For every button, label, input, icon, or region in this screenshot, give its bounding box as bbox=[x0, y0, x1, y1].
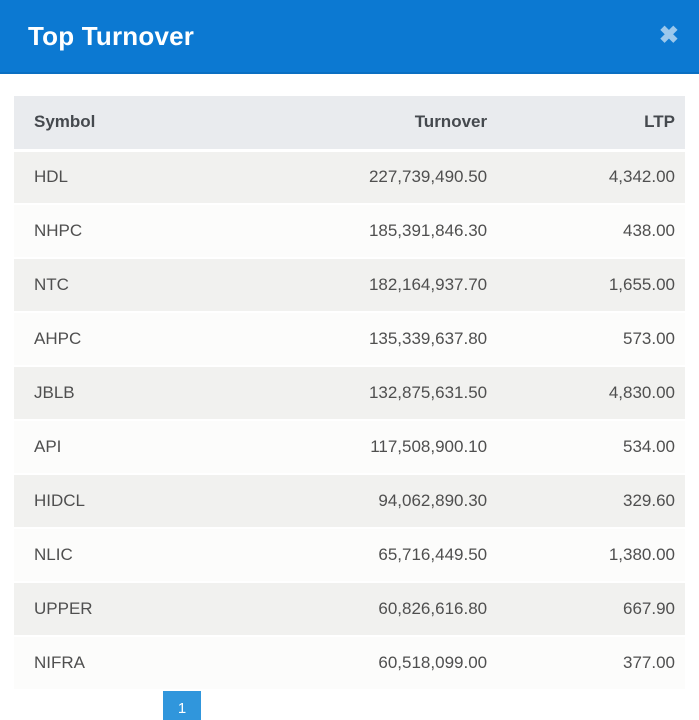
ltp-cell: 667.90 bbox=[497, 582, 685, 637]
ltp-cell: 4,342.00 bbox=[497, 150, 685, 205]
column-header-symbol: Symbol bbox=[14, 96, 216, 152]
pagination: 1 bbox=[163, 691, 685, 720]
column-header-ltp: LTP bbox=[497, 96, 685, 152]
ltp-cell: 534.00 bbox=[497, 420, 685, 475]
close-icon: ✖ bbox=[658, 22, 679, 49]
modal-header: Top Turnover ✖ bbox=[0, 0, 699, 74]
ltp-cell: 4,830.00 bbox=[497, 366, 685, 421]
table-row: HDL 227,739,490.50 4,342.00 bbox=[14, 150, 685, 205]
symbol-cell: HDL bbox=[14, 150, 216, 205]
symbol-cell: UPPER bbox=[14, 582, 216, 637]
ltp-cell: 573.00 bbox=[497, 312, 685, 367]
table-row: NHPC 185,391,846.30 438.00 bbox=[14, 204, 685, 259]
turnover-cell: 132,875,631.50 bbox=[215, 366, 498, 421]
table-row: NLIC 65,716,449.50 1,380.00 bbox=[14, 528, 685, 583]
table-row: HIDCL 94,062,890.30 329.60 bbox=[14, 474, 685, 529]
ltp-cell: 438.00 bbox=[497, 204, 685, 259]
symbol-cell: AHPC bbox=[14, 312, 216, 367]
turnover-table-body: HDL 227,739,490.50 4,342.00 NHPC 185,391… bbox=[14, 150, 685, 691]
turnover-cell: 185,391,846.30 bbox=[215, 204, 498, 259]
ltp-cell: 329.60 bbox=[497, 474, 685, 529]
table-row: API 117,508,900.10 534.00 bbox=[14, 420, 685, 475]
pagination-page-button[interactable]: 1 bbox=[163, 691, 201, 720]
table-row: AHPC 135,339,637.80 573.00 bbox=[14, 312, 685, 367]
table-row: NIFRA 60,518,099.00 377.00 bbox=[14, 636, 685, 691]
table-header-row: Symbol Turnover LTP bbox=[14, 96, 685, 152]
column-header-turnover: Turnover bbox=[215, 96, 498, 152]
symbol-cell: NTC bbox=[14, 258, 216, 313]
symbol-cell: HIDCL bbox=[14, 474, 216, 529]
turnover-cell: 117,508,900.10 bbox=[215, 420, 498, 475]
modal-body: Symbol Turnover LTP HDL 227,739,490.50 4… bbox=[0, 74, 699, 720]
symbol-cell: NIFRA bbox=[14, 636, 216, 691]
turnover-cell: 65,716,449.50 bbox=[215, 528, 498, 583]
table-row: NTC 182,164,937.70 1,655.00 bbox=[14, 258, 685, 313]
turnover-cell: 182,164,937.70 bbox=[215, 258, 498, 313]
turnover-cell: 60,518,099.00 bbox=[215, 636, 498, 691]
symbol-cell: NLIC bbox=[14, 528, 216, 583]
turnover-cell: 227,739,490.50 bbox=[215, 150, 498, 205]
symbol-cell: JBLB bbox=[14, 366, 216, 421]
modal-title: Top Turnover bbox=[28, 20, 195, 51]
turnover-table: Symbol Turnover LTP HDL 227,739,490.50 4… bbox=[14, 96, 685, 691]
table-row: UPPER 60,826,616.80 667.90 bbox=[14, 582, 685, 637]
turnover-cell: 94,062,890.30 bbox=[215, 474, 498, 529]
turnover-cell: 60,826,616.80 bbox=[215, 582, 498, 637]
symbol-cell: NHPC bbox=[14, 204, 216, 259]
ltp-cell: 1,380.00 bbox=[497, 528, 685, 583]
ltp-cell: 1,655.00 bbox=[497, 258, 685, 313]
symbol-cell: API bbox=[14, 420, 216, 475]
turnover-cell: 135,339,637.80 bbox=[215, 312, 498, 367]
close-button[interactable]: ✖ bbox=[657, 20, 681, 52]
ltp-cell: 377.00 bbox=[497, 636, 685, 691]
table-row: JBLB 132,875,631.50 4,830.00 bbox=[14, 366, 685, 421]
